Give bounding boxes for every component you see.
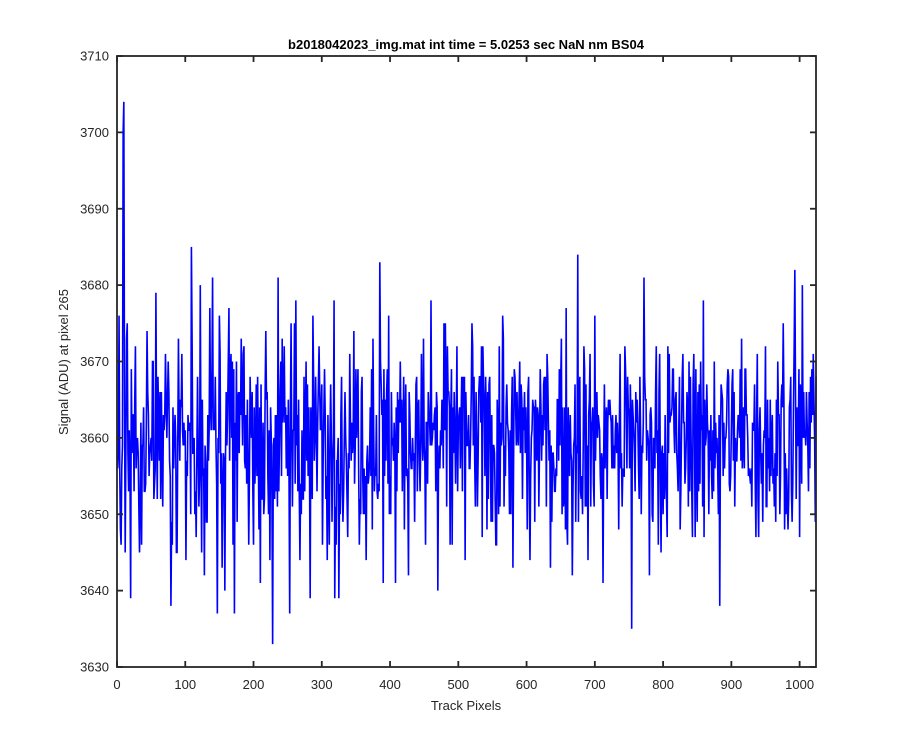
y-tick-label: 3670: [80, 354, 109, 369]
y-axis-ticks: 3630 3640 3650 3660 3670 3680 3690 3700 3710: [80, 49, 816, 675]
signal-series-line: [116, 101, 817, 645]
y-tick-label: 3690: [80, 201, 109, 216]
y-tick-label: 3660: [80, 430, 109, 445]
y-tick-label: 3680: [80, 278, 109, 293]
y-tick-label: 3650: [80, 507, 109, 522]
x-tick-label: 500: [447, 677, 469, 692]
series-layer: [116, 101, 817, 645]
x-tick-label: 700: [584, 677, 606, 692]
plot-frame: [116, 55, 817, 668]
x-tick-label: 900: [721, 677, 743, 692]
x-tick-label: 200: [243, 677, 265, 692]
y-tick-label: 3700: [80, 125, 109, 140]
y-tick-label: 3710: [80, 49, 109, 64]
x-tick-label: 600: [516, 677, 538, 692]
x-axis-ticks: 0 100 200 300 400 500 600 700 800 900 1000: [113, 56, 814, 692]
x-tick-label: 400: [379, 677, 401, 692]
chart-title: b2018042023_img.mat int time = 5.0253 se…: [288, 37, 645, 52]
y-tick-label: 3640: [80, 583, 109, 598]
y-tick-label: 3630: [80, 660, 109, 675]
x-tick-label: 300: [311, 677, 333, 692]
x-tick-label: 0: [113, 677, 120, 692]
x-tick-label: 1000: [785, 677, 814, 692]
x-tick-label: 100: [174, 677, 196, 692]
plot-area: [117, 56, 816, 667]
x-tick-label: 800: [652, 677, 674, 692]
y-axis-label: Signal (ADU) at pixel 265: [56, 289, 71, 435]
x-axis-label: Track Pixels: [431, 698, 502, 713]
